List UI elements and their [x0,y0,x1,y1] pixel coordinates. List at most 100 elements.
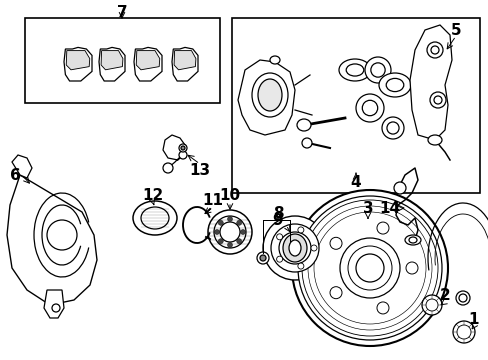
Circle shape [227,216,232,221]
Circle shape [47,220,77,250]
Circle shape [429,92,445,108]
Ellipse shape [251,73,287,117]
Circle shape [405,262,417,274]
Ellipse shape [364,57,390,83]
Circle shape [430,46,438,54]
Ellipse shape [338,59,370,81]
Ellipse shape [370,63,385,77]
Ellipse shape [346,64,363,76]
Ellipse shape [408,237,416,243]
Circle shape [236,220,241,225]
Circle shape [297,263,303,269]
Text: 11: 11 [202,193,223,207]
Circle shape [297,227,303,233]
Ellipse shape [220,222,240,242]
Bar [231,18,479,193]
Circle shape [163,163,173,173]
Polygon shape [12,155,32,178]
Ellipse shape [296,119,310,131]
Polygon shape [174,51,196,70]
Ellipse shape [214,216,245,248]
Ellipse shape [427,135,441,145]
Circle shape [297,196,441,340]
Circle shape [433,96,441,104]
Circle shape [421,295,441,315]
Circle shape [52,304,60,312]
Ellipse shape [269,56,280,64]
Circle shape [426,42,442,58]
Circle shape [307,206,431,330]
Ellipse shape [378,73,410,97]
Circle shape [458,294,466,302]
Polygon shape [44,290,64,318]
Circle shape [291,190,447,346]
Circle shape [257,252,268,264]
Ellipse shape [258,79,282,111]
Circle shape [179,151,186,159]
Text: 8: 8 [272,206,283,220]
Circle shape [425,299,437,311]
Ellipse shape [362,100,377,116]
Circle shape [179,144,186,152]
Ellipse shape [386,78,403,91]
Text: 7: 7 [117,5,127,19]
Ellipse shape [141,207,169,229]
Circle shape [276,234,282,240]
Circle shape [214,230,219,234]
Ellipse shape [133,201,177,235]
Ellipse shape [283,234,306,262]
Text: 6: 6 [10,167,20,183]
Polygon shape [136,51,160,70]
Polygon shape [64,48,92,81]
Polygon shape [134,48,162,81]
Text: 5: 5 [450,23,460,37]
Text: 13: 13 [189,162,210,177]
Text: 3: 3 [362,201,372,216]
Circle shape [310,245,316,251]
Circle shape [218,239,223,244]
Polygon shape [409,25,451,140]
Polygon shape [172,48,198,81]
Circle shape [263,216,326,280]
Circle shape [270,224,318,272]
Ellipse shape [355,94,383,122]
Circle shape [236,239,241,244]
Circle shape [260,255,265,261]
Circle shape [276,256,282,262]
Bar [25,18,220,103]
Circle shape [279,232,310,264]
Circle shape [240,230,245,234]
Circle shape [218,220,223,225]
Text: 10: 10 [219,188,240,202]
Polygon shape [101,51,122,70]
Polygon shape [66,51,90,70]
Circle shape [393,182,405,194]
Circle shape [376,302,388,314]
Polygon shape [7,175,97,305]
Circle shape [455,291,469,305]
Circle shape [302,200,437,336]
Polygon shape [238,60,294,135]
Text: 12: 12 [142,188,163,202]
Ellipse shape [404,235,420,245]
Ellipse shape [381,117,403,139]
Ellipse shape [207,210,251,254]
Circle shape [452,321,474,343]
Circle shape [456,325,470,339]
Text: 14: 14 [379,201,400,216]
Circle shape [227,243,232,248]
Circle shape [329,287,341,299]
Ellipse shape [288,240,301,256]
Text: 2: 2 [439,288,449,302]
Ellipse shape [302,138,311,148]
Text: 9: 9 [272,212,283,228]
Circle shape [339,238,399,298]
Circle shape [355,254,383,282]
Circle shape [329,237,341,249]
Text: 1: 1 [468,311,478,327]
Ellipse shape [386,122,398,134]
Circle shape [376,222,388,234]
Circle shape [347,246,391,290]
Circle shape [313,212,425,324]
Polygon shape [99,48,125,81]
